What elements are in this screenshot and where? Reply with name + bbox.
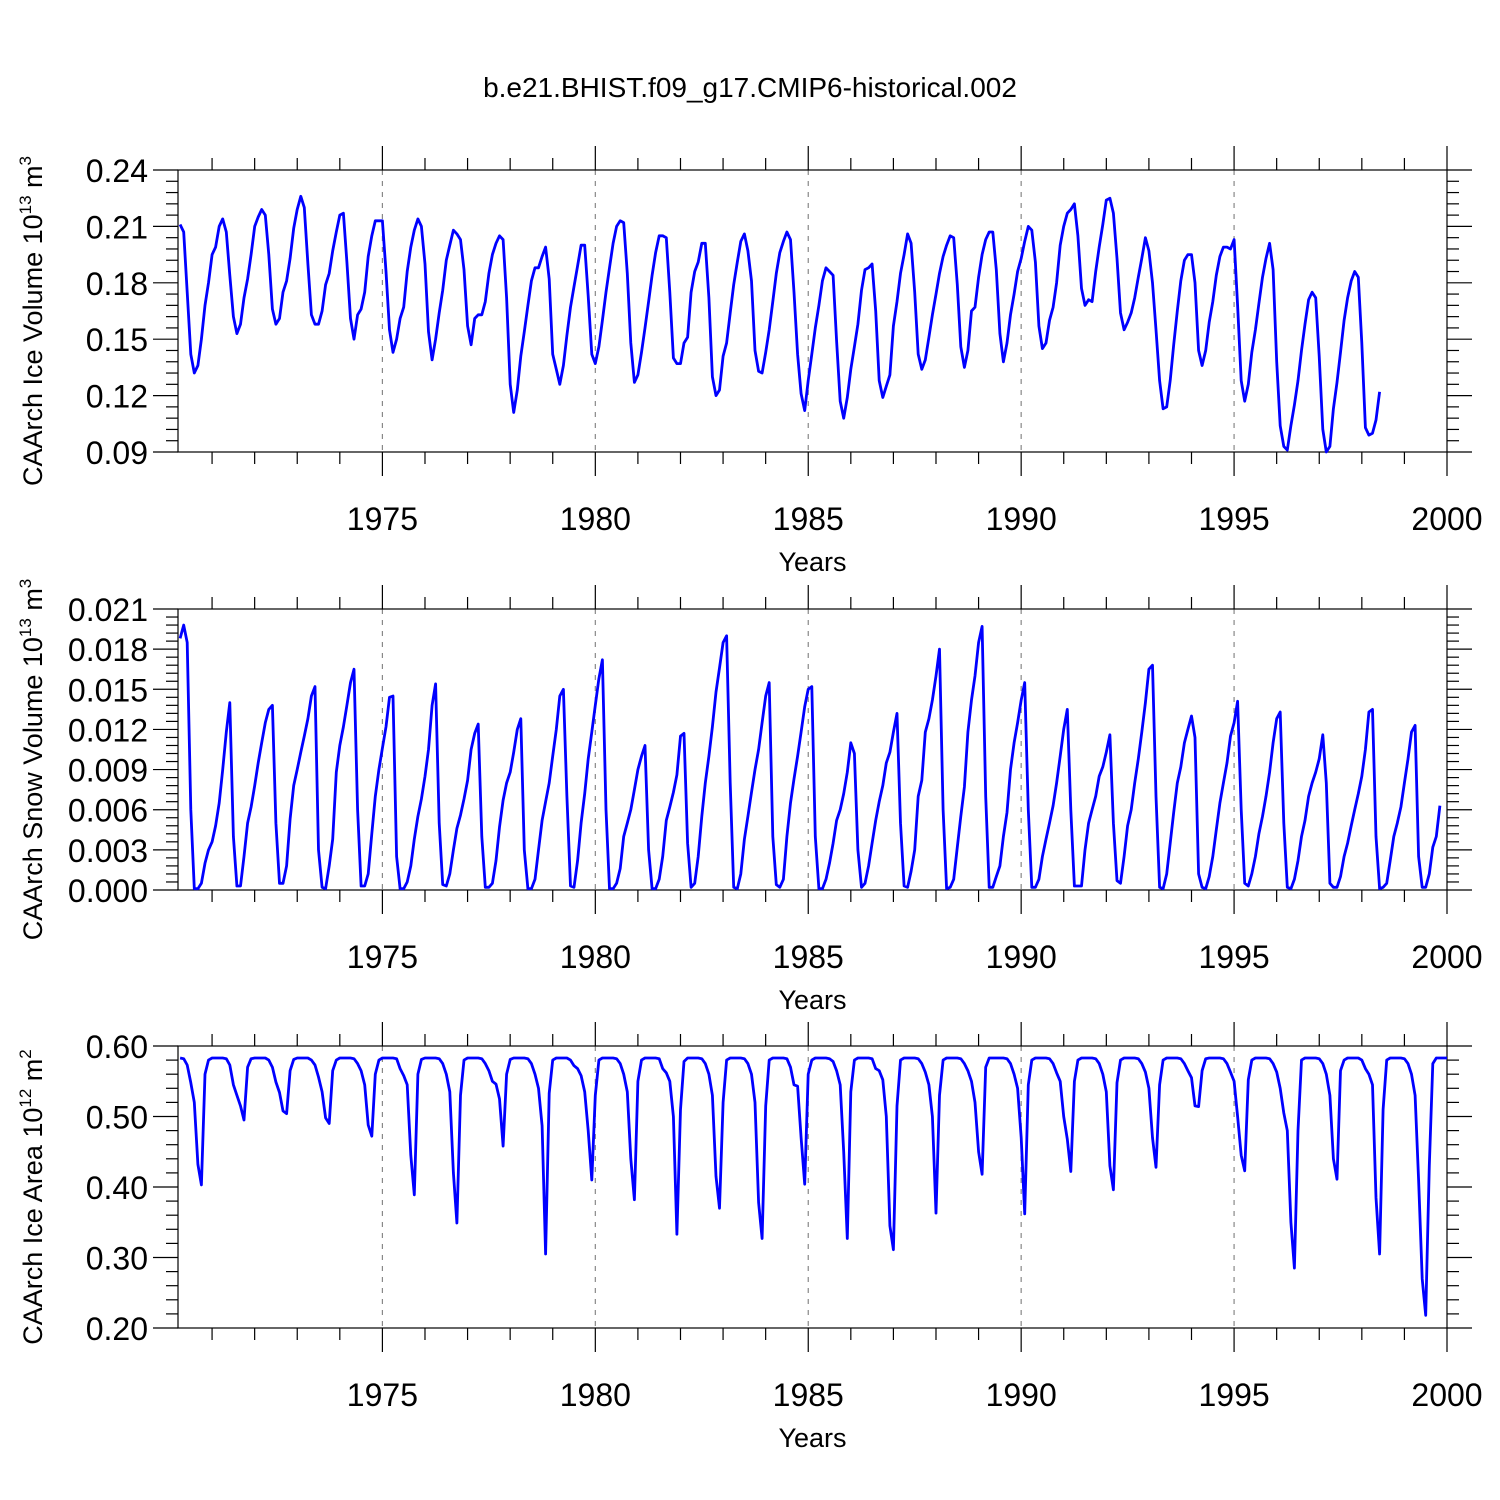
x-tick-label: 1990 — [986, 1377, 1057, 1413]
y-tick-label: 0.015 — [68, 672, 148, 708]
x-tick-label: 1985 — [773, 939, 844, 975]
x-axis-label: Years — [778, 547, 846, 577]
y-axis-label: CAArch Ice Volume 1013 m3 — [16, 156, 48, 486]
x-tick-label: 1975 — [347, 939, 418, 975]
plot-frame — [177, 608, 1448, 891]
y-tick-label: 0.18 — [86, 266, 148, 302]
x-tick-label: 1990 — [986, 501, 1057, 537]
y-tick-label: 0.20 — [86, 1311, 148, 1347]
x-tick-label: 1985 — [773, 501, 844, 537]
y-tick-label: 0.012 — [68, 712, 148, 748]
y-tick-label: 0.24 — [86, 153, 148, 189]
series-line-ice-area — [179, 1056, 1447, 1317]
y-axis-label: CAArch Ice Area 1012 m2 — [16, 1049, 48, 1345]
series-line-ice-volume — [178, 194, 1381, 454]
chart-panel-ice-volume: 1975 1980 1985 1990 1995 2000 0.09 0.12 0.15 0.18… — [16, 146, 1483, 577]
x-tick-label: 2000 — [1411, 939, 1482, 975]
y-tick-label: 0.003 — [68, 833, 148, 869]
series-line-snow-volume — [178, 623, 1442, 891]
x-axis-label: Years — [778, 1423, 846, 1453]
x-tick-label: 1995 — [1198, 1377, 1269, 1413]
x-tick-label: 1980 — [560, 1377, 631, 1413]
y-tick-label: 0.40 — [86, 1170, 148, 1206]
figure-title: b.e21.BHIST.f09_g17.CMIP6-historical.002 — [483, 72, 1017, 103]
y-tick-label: 0.006 — [68, 793, 148, 829]
x-tick-label: 2000 — [1411, 501, 1482, 537]
chart-panel-ice-area: 1975 1980 1985 1990 1995 2000 0.20 0.30 0.40 0.50… — [16, 1022, 1483, 1453]
x-tick-label: 1975 — [347, 1377, 418, 1413]
x-tick-label: 1980 — [560, 939, 631, 975]
y-tick-label: 0.009 — [68, 753, 148, 789]
y-tick-label: 0.60 — [86, 1029, 148, 1065]
y-tick-label: 0.021 — [68, 592, 148, 628]
y-tick-label: 0.15 — [86, 322, 148, 358]
plot-frame — [177, 169, 1448, 453]
y-tick-label: 0.09 — [86, 435, 148, 471]
y-tick-label: 0.000 — [68, 873, 148, 909]
y-tick-label: 0.12 — [86, 379, 148, 415]
x-tick-label: 1985 — [773, 1377, 844, 1413]
plot-frame — [177, 1045, 1448, 1329]
x-tick-label: 1980 — [560, 501, 631, 537]
x-tick-label: 1995 — [1198, 939, 1269, 975]
chart-panel-snow-volume: 1975 1980 1985 1990 1995 2000 0.000 0.003 0.006 0… — [16, 579, 1483, 1015]
x-tick-label: 1975 — [347, 501, 418, 537]
y-tick-label: 0.50 — [86, 1100, 148, 1136]
x-tick-label: 1995 — [1198, 501, 1269, 537]
x-axis-label: Years — [778, 985, 846, 1015]
y-tick-label: 0.21 — [86, 209, 148, 245]
y-tick-label: 0.30 — [86, 1241, 148, 1277]
y-axis-label: CAArch Snow Volume 1013 m3 — [16, 579, 48, 941]
x-tick-label: 2000 — [1411, 1377, 1482, 1413]
x-tick-label: 1990 — [986, 939, 1057, 975]
y-tick-label: 0.018 — [68, 632, 148, 668]
